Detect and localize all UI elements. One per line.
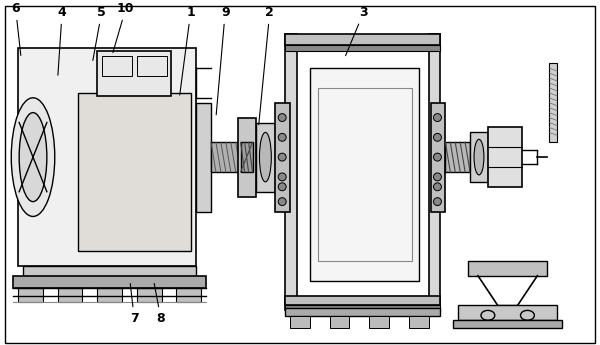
Bar	[470, 132, 488, 182]
Text: 4: 4	[58, 6, 67, 75]
Bar	[275, 103, 290, 211]
Bar	[369, 316, 389, 328]
Bar	[18, 48, 196, 266]
Bar	[318, 88, 412, 261]
Ellipse shape	[433, 134, 442, 141]
Ellipse shape	[474, 139, 484, 175]
Bar	[290, 316, 310, 328]
Bar	[238, 118, 256, 197]
Ellipse shape	[278, 183, 286, 191]
Bar	[137, 288, 161, 303]
Ellipse shape	[278, 173, 286, 181]
Ellipse shape	[433, 173, 442, 181]
Text: 1: 1	[180, 6, 195, 95]
Bar	[58, 288, 82, 303]
Bar	[285, 308, 440, 316]
Bar	[409, 316, 428, 328]
Bar	[458, 305, 557, 320]
Bar	[285, 33, 297, 310]
Bar	[285, 33, 440, 46]
Bar	[256, 122, 275, 192]
Text: 8: 8	[154, 284, 165, 325]
Bar	[97, 288, 122, 303]
Bar	[445, 142, 470, 172]
Text: 10: 10	[113, 2, 134, 52]
Ellipse shape	[433, 153, 442, 161]
Ellipse shape	[433, 183, 442, 191]
Bar	[23, 266, 196, 281]
Text: 2: 2	[259, 6, 274, 125]
Bar	[137, 56, 167, 76]
Bar	[431, 103, 445, 211]
Bar	[211, 142, 241, 172]
Bar	[97, 51, 172, 96]
Bar	[13, 276, 206, 288]
Bar	[18, 288, 43, 303]
Bar	[428, 33, 440, 310]
Bar	[453, 320, 562, 328]
Bar	[77, 93, 191, 251]
Ellipse shape	[278, 198, 286, 206]
Ellipse shape	[433, 114, 442, 121]
Bar	[241, 142, 253, 172]
Bar	[285, 46, 440, 51]
Ellipse shape	[19, 112, 47, 201]
Bar	[176, 288, 201, 303]
Bar	[468, 261, 547, 276]
Text: 7: 7	[130, 284, 139, 325]
Bar	[285, 305, 440, 312]
Text: 6: 6	[11, 2, 21, 56]
Bar	[549, 63, 557, 142]
Ellipse shape	[278, 134, 286, 141]
Text: 5: 5	[93, 6, 106, 60]
Text: 3: 3	[346, 6, 368, 56]
Ellipse shape	[11, 98, 55, 216]
Ellipse shape	[433, 198, 442, 206]
Ellipse shape	[259, 132, 271, 182]
Text: 9: 9	[216, 6, 230, 115]
Ellipse shape	[278, 114, 286, 121]
Bar	[102, 56, 132, 76]
Bar	[329, 316, 349, 328]
Ellipse shape	[278, 153, 286, 161]
Bar	[285, 296, 440, 305]
Bar	[488, 127, 523, 187]
Bar	[196, 103, 211, 211]
Bar	[310, 68, 419, 281]
